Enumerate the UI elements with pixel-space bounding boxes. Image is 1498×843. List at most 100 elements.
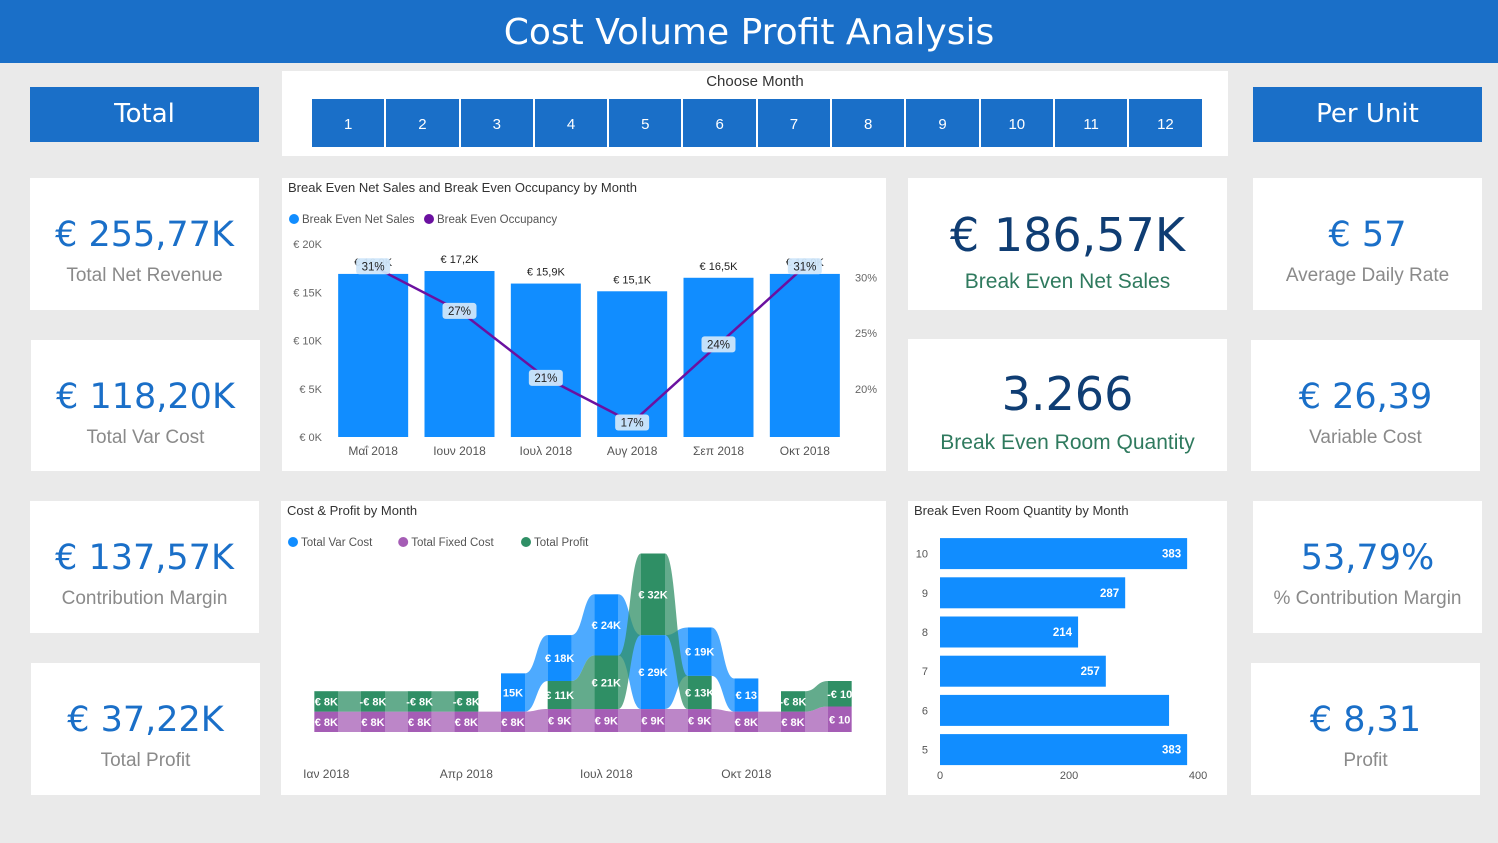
kpi-value: 53,79%: [1300, 538, 1435, 578]
ribbon-bar: [547, 709, 572, 732]
ribbon-bar: [641, 553, 665, 636]
bar-data-label: 214: [1053, 627, 1073, 639]
kpi-label: Variable Cost: [1309, 427, 1422, 448]
month-button-11[interactable]: 11: [1054, 99, 1128, 147]
ribbon-segment: [665, 709, 688, 732]
month-button-6[interactable]: 6: [683, 99, 756, 147]
kpi-value: € 26,39: [1298, 377, 1433, 417]
kpi-card-break-even-net-sales: € 186,57K Break Even Net Sales: [908, 178, 1227, 310]
legend-marker: [288, 537, 298, 547]
x-tick-label: Σεπ 2018: [693, 444, 744, 458]
kpi-label: Average Daily Rate: [1285, 265, 1450, 286]
y2-tick-label: 25%: [855, 328, 877, 340]
room-quantity-chart-card: Break Even Room Quantity by Month 10 383 9…: [908, 501, 1227, 795]
break-even-sales-chart: Break Even Net Sales Break Even Occupancy…: [289, 214, 877, 458]
ribbon-data-label: € 21K: [592, 677, 621, 689]
ribbon-bar: [407, 711, 432, 732]
ribbon-bar: [641, 709, 665, 732]
kpi-label: Profit: [1343, 750, 1388, 771]
ribbon-data-label: € 19K: [685, 647, 714, 659]
kpi-card-total-profit: € 37,22K Total Profit: [31, 663, 260, 795]
ribbon-segment: [431, 691, 455, 712]
ribbon-bar: [781, 711, 805, 732]
ribbon-segment: [385, 711, 408, 732]
ribbon-data-label: -€ 8K: [453, 696, 480, 708]
ribbon-segment: [805, 706, 828, 732]
ribbon-data-label: -€ 8K: [360, 696, 387, 708]
bar-data-label: 383: [1162, 745, 1181, 757]
ribbon-segment: [571, 709, 595, 732]
line-data-label: 21%: [534, 373, 557, 385]
bar-room-quantity: [940, 577, 1126, 609]
bar-break-even-net-sales: [683, 277, 754, 437]
line-label-background: [701, 336, 736, 353]
ribbon-data-label: € 18K: [545, 653, 574, 665]
chart-title: Break Even Room Quantity by Month: [914, 503, 1129, 518]
kpi-card-contribution-margin-percent: 53,79% % Contribution Margin: [1253, 501, 1482, 633]
y-tick-label: 8: [922, 627, 928, 639]
ribbon-bar: [687, 627, 712, 676]
y-tick-label: 5: [922, 745, 928, 757]
kpi-value: € 37,22K: [67, 700, 224, 740]
kpi-card-contribution-margin: € 137,57K Contribution Margin: [30, 501, 259, 633]
cost-profit-chart-card: Cost & Profit by Month Total Var Cost Tot…: [281, 501, 886, 795]
month-button-7[interactable]: 7: [757, 99, 831, 147]
x-tick-label: 200: [1060, 770, 1078, 782]
ribbon-segment: [571, 594, 595, 681]
kpi-card-break-even-room-quantity: 3.266 Break Even Room Quantity: [908, 339, 1227, 471]
room-quantity-chart: 10 383 9 287 8 214 7 257 6 5 383 0 200 400: [916, 538, 1207, 782]
month-button-3[interactable]: 3: [460, 99, 533, 147]
month-button-1[interactable]: 1: [312, 99, 385, 147]
month-button-4[interactable]: 4: [534, 99, 608, 147]
bar-break-even-net-sales: [338, 273, 409, 437]
month-button-2[interactable]: 2: [386, 99, 459, 147]
month-button-8[interactable]: 8: [832, 99, 905, 147]
bar-break-even-net-sales: [769, 273, 840, 437]
month-button-5[interactable]: 5: [609, 99, 682, 147]
kpi-label: Break Even Room Quantity: [940, 431, 1195, 454]
ribbon-bar: [314, 691, 339, 712]
month-button-9[interactable]: 9: [906, 99, 979, 147]
kpi-value: € 8,31: [1309, 700, 1422, 740]
total-section-button[interactable]: Total: [30, 87, 259, 142]
legend-label: Total Profit: [534, 537, 589, 549]
ribbon-data-label: € 8K: [315, 717, 338, 729]
kpi-card-variable-cost: € 26,39 Variable Cost: [1251, 340, 1480, 471]
ribbon-bar: [687, 709, 712, 732]
per-unit-section-button[interactable]: Per Unit: [1253, 87, 1482, 142]
ribbon-segment: [805, 681, 828, 712]
ribbon-segment: [338, 691, 361, 712]
y-tick-label: € 15K: [293, 287, 322, 299]
ribbon-data-label: € 8K: [455, 717, 478, 729]
bar-room-quantity: [940, 655, 1106, 687]
line-data-label: 31%: [793, 261, 816, 273]
line-label-background: [356, 258, 391, 275]
month-button-10[interactable]: 10: [980, 99, 1053, 147]
y-tick-label: € 5K: [299, 384, 322, 396]
bar-data-label: 257: [1081, 666, 1100, 678]
bar-data-label: 287: [1100, 588, 1119, 600]
bar-data-label: € 17,2K: [441, 254, 480, 266]
line-data-label: 31%: [362, 261, 385, 273]
legend-label: Break Even Net Sales: [302, 214, 415, 226]
ribbon-bar: [547, 635, 572, 681]
kpi-card-total-net-revenue: € 255,77K Total Net Revenue: [30, 178, 259, 310]
legend-label: Total Fixed Cost: [411, 537, 494, 549]
ribbon-bar: [734, 711, 759, 732]
kpi-value: € 186,57K: [949, 208, 1185, 262]
x-tick-label: Οκτ 2018: [721, 767, 771, 781]
ribbon-segment: [758, 711, 781, 732]
kpi-value: € 255,77K: [55, 215, 234, 255]
month-button-12[interactable]: 12: [1129, 99, 1202, 147]
ribbon-segment: [618, 553, 641, 710]
bar-data-label: € 15,1K: [613, 274, 652, 286]
ribbon-segment: [618, 709, 641, 732]
ribbon-data-label: € 9K: [688, 716, 711, 728]
x-tick-label: 0: [937, 770, 943, 782]
chart-title: Break Even Net Sales and Break Even Occu…: [288, 180, 638, 195]
kpi-card-average-daily-rate: € 57 Average Daily Rate: [1253, 178, 1482, 310]
month-slicer-buttons: 1 2 3 4 5 6 7 8 9 10 11 12: [312, 99, 1202, 147]
legend-marker: [521, 537, 531, 547]
ribbon-data-label: 15K: [503, 687, 523, 699]
x-tick-label: 400: [1189, 770, 1207, 782]
